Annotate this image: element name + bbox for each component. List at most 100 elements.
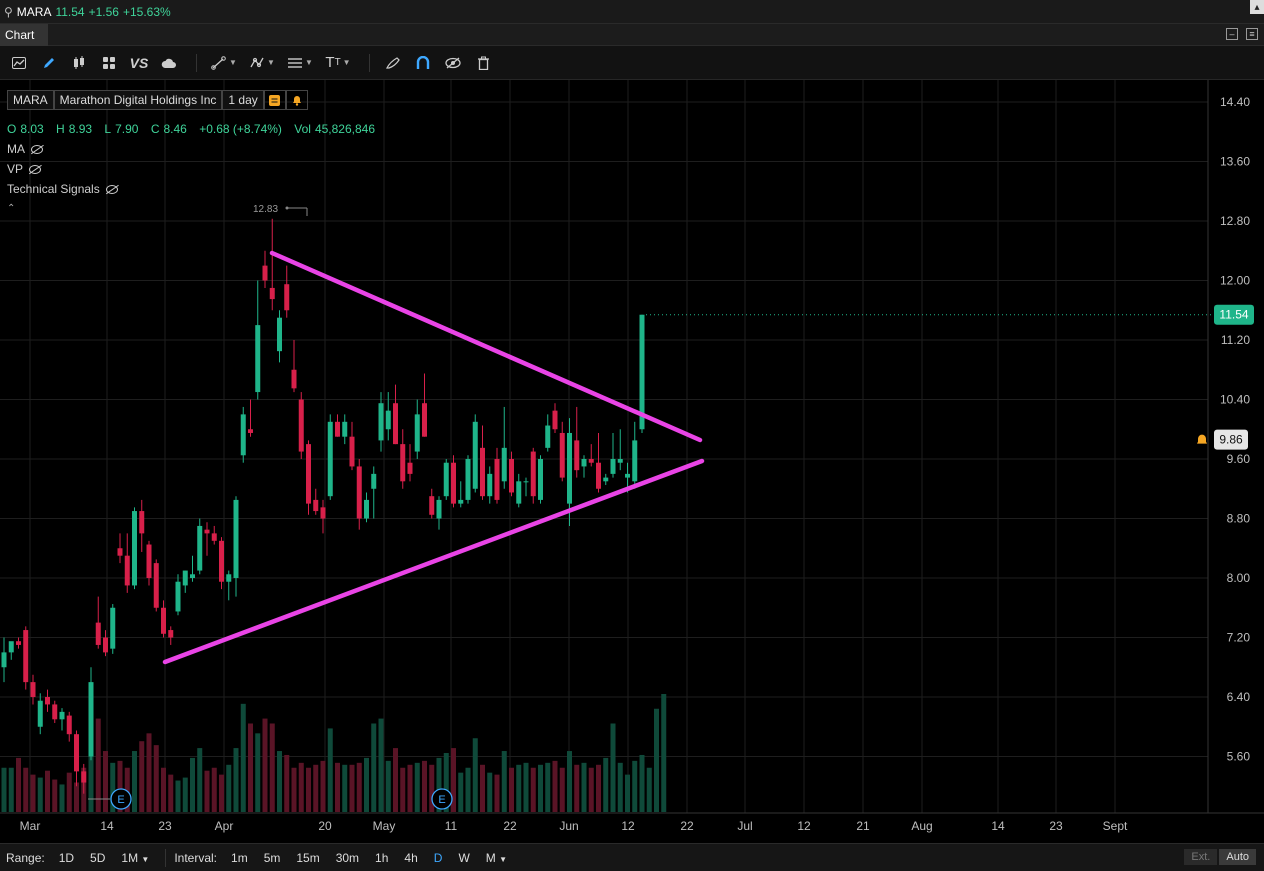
interval-1h[interactable]: 1h (375, 850, 389, 865)
quote-bar: ⚲ MARA 11.54 +1.56 +15.63% ▴ (0, 0, 1264, 24)
interval-30m[interactable]: 30m (335, 850, 360, 865)
candle-body (81, 771, 87, 783)
study-technical-signals[interactable]: Technical Signals (7, 182, 118, 196)
bottom-divider (165, 848, 167, 867)
pattern-tool-icon[interactable]: ▼ (245, 51, 279, 75)
candle-body (625, 473, 630, 478)
candle-body (480, 447, 485, 497)
cloud-icon[interactable] (156, 51, 182, 75)
candle-body (429, 496, 435, 515)
auto-scale-toggle[interactable]: Auto (1219, 849, 1256, 865)
candle-body (342, 421, 348, 437)
study-vp[interactable]: VP (7, 162, 42, 176)
candle-body (124, 555, 130, 586)
volume-bar (378, 718, 384, 812)
volume-bar (168, 774, 174, 812)
candle-body (248, 429, 253, 433)
candle-body (501, 447, 507, 482)
candle-body (465, 459, 471, 500)
candle-body (117, 548, 123, 556)
quote-symbol[interactable]: MARA (16, 4, 52, 19)
interval-15m[interactable]: 15m (296, 850, 320, 865)
notes-icon[interactable] (263, 90, 286, 110)
range-5d[interactable]: 5D (90, 850, 106, 865)
line-tool-icon[interactable]: ▼ (207, 51, 241, 75)
price-tick-label: 6.40 (1227, 690, 1251, 704)
tab-bar: Chart – ≡ (0, 24, 1264, 46)
brush-icon[interactable] (380, 51, 406, 75)
volume-bar (204, 770, 210, 812)
volume-bar (59, 784, 65, 812)
candles-icon[interactable] (66, 51, 92, 75)
volume-bar (88, 738, 94, 812)
time-tick-label: Apr (215, 819, 234, 833)
minimize-icon[interactable]: – (1226, 28, 1238, 40)
drawing-pencil-icon[interactable] (36, 51, 62, 75)
chart-style-icon[interactable] (6, 51, 32, 75)
ext-hours-toggle[interactable]: Ext. (1184, 849, 1218, 865)
trash-icon[interactable] (470, 51, 496, 75)
candle-body (103, 637, 108, 653)
candle-body (523, 481, 529, 483)
interval-w[interactable]: W (458, 850, 470, 865)
interval-d[interactable]: D (433, 850, 443, 865)
study-ma-label: MA (7, 142, 25, 156)
last-price-tag (1214, 304, 1254, 325)
price-tick-label: 8.80 (1227, 512, 1251, 526)
interval-5m[interactable]: 5m (263, 850, 281, 865)
chart-area[interactable]: 12.83 11.54 9.86 14.40 13.60 12.80 12.00 11.20 1… (0, 80, 1264, 844)
time-tick-label: 12 (797, 819, 811, 833)
volume-bar (574, 764, 580, 812)
price-tick-label: 10.40 (1220, 393, 1250, 407)
ohlc-low-label: L (104, 122, 112, 136)
range-1d[interactable]: 1D (58, 850, 75, 865)
interval-1m[interactable]: 1m (231, 850, 248, 865)
price-chart[interactable]: 12.83 11.54 9.86 14.40 13.60 12.80 12.00 11.20 1… (0, 80, 1264, 844)
volume-bar (451, 748, 456, 812)
range-1m[interactable]: 1M ▼ (121, 851, 149, 865)
layout-grid-icon[interactable] (96, 51, 122, 75)
compare-vs-icon[interactable]: VS (129, 54, 149, 71)
eye-off-icon[interactable] (31, 144, 43, 154)
candle-body (74, 734, 79, 772)
study-ma[interactable]: MA (7, 142, 43, 156)
magnet-icon[interactable] (410, 51, 436, 75)
volume-bar (494, 774, 500, 812)
candle-body (211, 533, 217, 541)
restore-icon[interactable]: ▴ (1250, 0, 1264, 14)
text-tool-icon[interactable]: T T ▼ (325, 54, 351, 71)
time-tick-label: Sept (1103, 819, 1128, 833)
price-tick-label: 11.20 (1221, 333, 1250, 347)
collapse-legend-icon[interactable]: ⌃ (7, 203, 16, 214)
candle-body (161, 607, 166, 634)
search-icon[interactable]: ⚲ (4, 4, 13, 19)
tab-chart[interactable]: Chart (0, 24, 48, 46)
candle-body (393, 403, 398, 445)
ohlc-low: 7.90 (115, 122, 139, 136)
candle-body (313, 499, 319, 512)
volume-bar (364, 757, 369, 812)
legend-symbol[interactable]: MARA (7, 90, 54, 110)
volume-bar (306, 767, 311, 812)
volume-bar (538, 764, 543, 812)
volume-bar (625, 774, 630, 812)
volume-bar (654, 708, 659, 812)
alert-bell-icon[interactable] (285, 90, 308, 110)
fib-tool-icon[interactable]: ▼ (288, 57, 313, 68)
candle-body (349, 436, 355, 467)
interval-m[interactable]: M ▼ (486, 851, 507, 865)
eye-off-icon[interactable] (29, 164, 42, 174)
volume-bar (487, 772, 493, 812)
candle-body (255, 325, 261, 393)
candle-body (436, 499, 442, 519)
eye-off-icon[interactable] (105, 184, 118, 194)
volume-bar (335, 762, 340, 812)
high-annotation-label: 12.83 (253, 204, 278, 215)
candle-body (596, 462, 601, 489)
time-tick-label: 12 (621, 819, 635, 833)
hide-drawings-icon[interactable] (440, 51, 466, 75)
legend-period[interactable]: 1 day (222, 90, 264, 110)
interval-4h[interactable]: 4h (404, 850, 418, 865)
settings-list-icon[interactable]: ≡ (1246, 28, 1258, 40)
volume-bar (349, 764, 355, 812)
